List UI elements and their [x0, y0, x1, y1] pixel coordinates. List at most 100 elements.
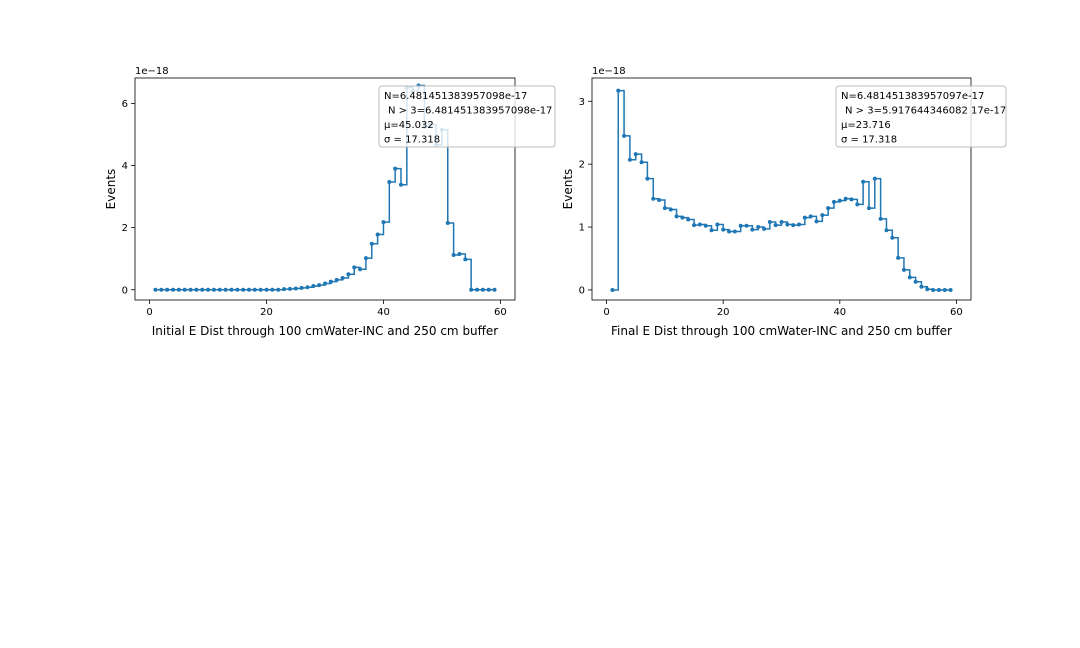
data-point [796, 222, 801, 227]
data-point [762, 226, 767, 231]
data-point [188, 287, 193, 292]
x-tick-label: 0 [146, 307, 152, 318]
data-point [200, 287, 205, 292]
data-point [334, 277, 339, 282]
data-point [463, 257, 468, 262]
x-tick-label: 40 [833, 307, 846, 318]
axes-frame [134, 77, 516, 301]
stats-legend-line: μ=45.032 [384, 120, 434, 131]
x-tick-label: 20 [717, 307, 730, 318]
y-tick-label: 1 [579, 223, 585, 234]
data-point [668, 207, 673, 212]
y-tick-label: 3 [579, 97, 585, 108]
data-point [639, 160, 644, 165]
data-point [317, 283, 322, 288]
data-point [165, 287, 170, 292]
data-point [750, 227, 755, 232]
data-point [323, 281, 327, 286]
data-point [680, 215, 685, 220]
data-point [843, 196, 848, 201]
data-point [814, 219, 819, 224]
x-tick-label: 60 [950, 307, 963, 318]
data-point [721, 227, 726, 232]
stats-legend-line: μ=23.716 [841, 120, 891, 131]
data-point [492, 287, 497, 292]
data-point [878, 216, 883, 221]
data-point [182, 287, 187, 292]
data-point [756, 225, 761, 230]
y-tick-label: 2 [122, 223, 128, 234]
data-point [820, 213, 825, 218]
data-point [884, 228, 889, 233]
data-point [773, 223, 778, 228]
data-point [692, 223, 697, 228]
data-point [779, 220, 784, 225]
data-point [346, 272, 351, 277]
data-point [715, 222, 720, 227]
y-offset-label: 1e−18 [135, 66, 169, 77]
y-tick-label: 2 [579, 160, 585, 171]
data-point [264, 287, 269, 292]
data-point [328, 279, 333, 284]
data-point [223, 287, 228, 292]
data-point [697, 222, 702, 227]
data-point [469, 287, 474, 292]
axes-frame [591, 77, 972, 301]
data-point [866, 206, 871, 211]
data-point [738, 223, 743, 228]
data-point [936, 287, 941, 292]
data-point [287, 286, 292, 291]
data-point [206, 287, 211, 292]
data-point [457, 252, 462, 257]
data-point [451, 252, 456, 257]
data-point [942, 287, 947, 292]
data-point [293, 286, 298, 291]
data-point [305, 285, 310, 290]
data-point [686, 217, 691, 222]
y-tick-label: 0 [579, 285, 585, 296]
data-point [861, 179, 866, 184]
chart-panel-initial: 0 20 40 60 0 2 4 6 1e−18 Initial E Dist through 1… [104, 66, 556, 338]
data-point [171, 287, 175, 292]
data-point [837, 198, 842, 203]
stats-legend-box [835, 85, 1007, 148]
data-point [369, 241, 374, 246]
data-point [872, 176, 877, 181]
data-point [610, 287, 615, 292]
data-point [352, 265, 357, 270]
data-point [282, 287, 287, 292]
data-point [802, 215, 807, 220]
data-point [808, 214, 813, 219]
chart-panel-final: 0 20 40 60 0 1 2 3 1e−18 Final E Dist through 100… [561, 66, 1007, 338]
data-point [475, 287, 479, 292]
data-point [176, 287, 181, 292]
stats-legend-line: N=6.481451383957097e-17 [841, 91, 984, 102]
data-point [363, 256, 368, 261]
data-point [229, 287, 234, 292]
data-point [627, 157, 632, 162]
data-point [387, 180, 392, 185]
data-point [480, 287, 485, 292]
y-offset-label: 1e−18 [592, 66, 626, 77]
x-axis-label: Final E Dist through 100 cmWater-INC and… [611, 324, 952, 338]
x-tick-label: 20 [260, 307, 273, 318]
stats-legend-line: σ = 17.318 [384, 135, 440, 146]
stats-legend-line: N=6.481451383957098e-17 [384, 91, 527, 102]
data-point [399, 182, 403, 187]
data-point [311, 284, 316, 289]
data-point [211, 287, 216, 292]
data-point [276, 287, 281, 292]
data-point [235, 287, 240, 292]
data-point [445, 220, 450, 225]
data-point [855, 202, 860, 207]
data-point [194, 287, 199, 292]
data-point [767, 220, 772, 225]
data-point [727, 229, 732, 234]
data-point [358, 267, 363, 272]
data-point [826, 206, 831, 211]
data-point [241, 287, 246, 292]
y-tick-label: 6 [122, 99, 128, 110]
data-point [622, 133, 627, 138]
data-point [633, 152, 638, 157]
data-point [785, 222, 790, 227]
